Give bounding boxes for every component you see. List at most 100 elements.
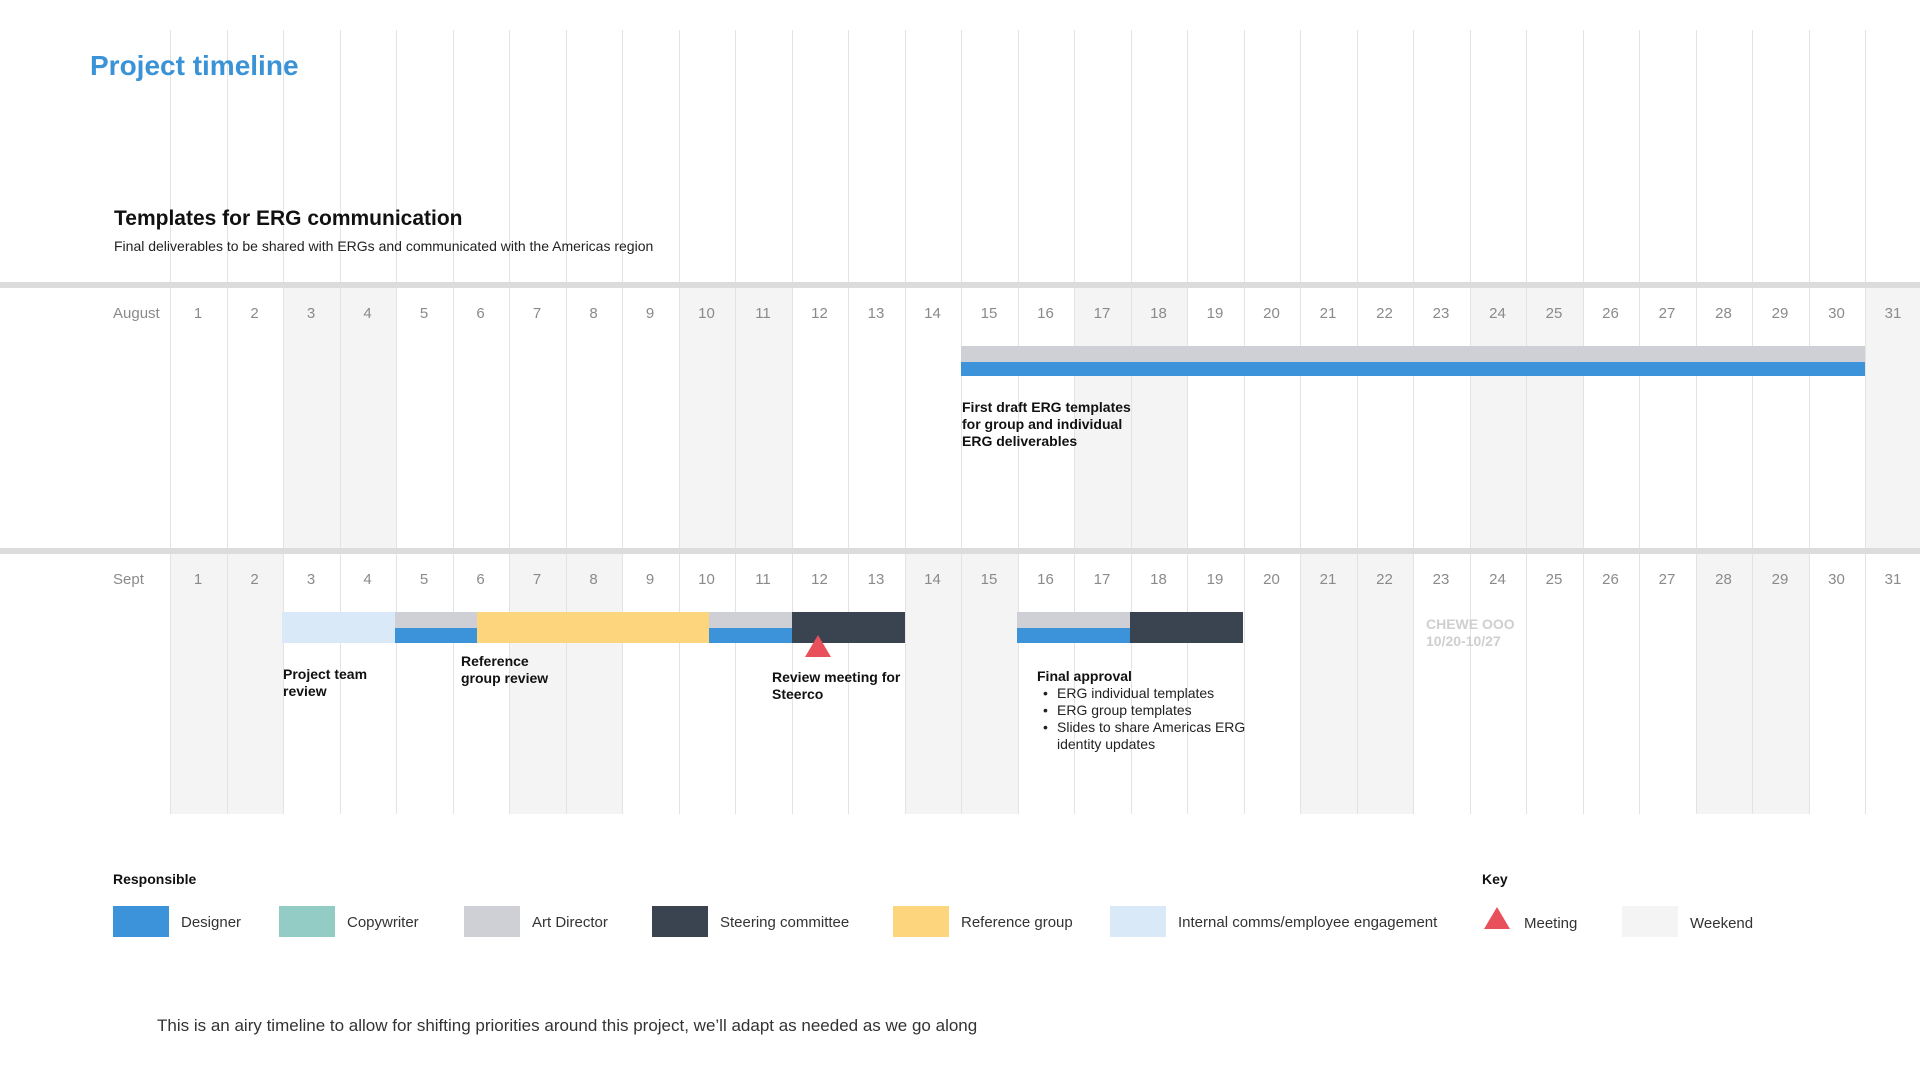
- meeting-key-icon: [1484, 907, 1510, 929]
- legend-copywriter: Copywriter: [347, 914, 419, 931]
- weekend-column: [1469, 283, 1526, 548]
- ooo-note: CHEWE OOO 10/20-10/27: [1426, 616, 1515, 650]
- day-number: 15: [980, 305, 998, 322]
- weekend-column: [904, 551, 961, 814]
- grid-line: [453, 30, 454, 814]
- day-number: 21: [1319, 571, 1337, 588]
- day-number: 31: [1884, 571, 1902, 588]
- day-number: 28: [1715, 305, 1732, 322]
- grid-line: [509, 30, 510, 814]
- day-number: 26: [1602, 305, 1619, 322]
- day-number: 1: [193, 305, 203, 322]
- designer-bar-aug: [961, 362, 1865, 376]
- day-number: 20: [1263, 305, 1280, 322]
- art-director-bar-2: [709, 612, 792, 628]
- grid-line: [1583, 30, 1584, 814]
- day-number: 14: [924, 571, 941, 588]
- list-item: ERG group templates: [1043, 702, 1277, 719]
- day-number: 23: [1432, 305, 1450, 322]
- weekend-column: [1356, 551, 1413, 814]
- day-number: 2: [250, 571, 259, 588]
- grid-line: [1074, 30, 1075, 814]
- grid-line: [1357, 30, 1358, 814]
- legend-art-director: Art Director: [532, 914, 608, 931]
- grid-line: [848, 30, 849, 814]
- day-number: 17: [1093, 305, 1111, 322]
- copywriter-swatch: [279, 906, 335, 937]
- day-number: 7: [532, 305, 542, 322]
- weekend-column: [226, 551, 283, 814]
- day-number: 8: [589, 571, 598, 588]
- grid-line: [735, 30, 736, 814]
- grid-line: [1865, 30, 1866, 814]
- day-number: 6: [476, 571, 485, 588]
- day-number: 27: [1658, 571, 1676, 588]
- section-divider: [0, 548, 1920, 554]
- day-number: 22: [1376, 571, 1393, 588]
- task-label-project-team-review: Project team review: [283, 666, 368, 699]
- day-number: 13: [867, 571, 885, 588]
- ooo-note-dates: 10/20-10/27: [1426, 633, 1501, 649]
- list-item: Slides to share Americas ERG identity up…: [1043, 719, 1277, 753]
- day-number: 15: [980, 571, 998, 588]
- day-number: 20: [1263, 571, 1280, 588]
- day-number: 2: [250, 305, 259, 322]
- weekend-swatch: [1622, 906, 1678, 937]
- task-label-reference-group-review: Reference group review: [461, 653, 549, 686]
- weekend-column: [1300, 551, 1357, 814]
- internal-comms-swatch: [1110, 906, 1166, 937]
- grid-line: [396, 30, 397, 814]
- list-item: ERG individual templates: [1043, 685, 1277, 702]
- grid-line: [1131, 30, 1132, 814]
- weekend-column: [1526, 283, 1583, 548]
- day-number: 14: [924, 305, 941, 322]
- day-number: 17: [1093, 571, 1111, 588]
- art-director-bar-1: [395, 612, 477, 628]
- legend-internal-comms: Internal comms/employee engagement: [1178, 914, 1438, 931]
- day-number: 9: [645, 305, 655, 322]
- weekend-column: [283, 283, 340, 548]
- weekend-column: [565, 551, 622, 814]
- steering-committee-bar-2: [1130, 612, 1243, 643]
- grid-line: [792, 30, 793, 814]
- task-final-approval: Final approval ERG individual templates …: [1037, 668, 1277, 753]
- meeting-triangle-icon: [805, 635, 831, 657]
- task-label-final-approval: Final approval: [1037, 668, 1132, 684]
- grid-line: [1526, 30, 1527, 814]
- day-number: 3: [306, 305, 316, 322]
- grid-line: [1696, 30, 1697, 814]
- grid-line: [227, 30, 228, 814]
- grid-line: [1639, 30, 1640, 814]
- day-number: 26: [1602, 571, 1619, 588]
- day-number: 10: [698, 305, 715, 322]
- month-label-august: August: [113, 305, 160, 322]
- weekend-column: [1752, 551, 1809, 814]
- grid-line: [1018, 30, 1019, 814]
- day-number: 27: [1658, 305, 1676, 322]
- art-director-swatch: [464, 906, 520, 937]
- designer-bar-1: [395, 628, 477, 643]
- grid-line: [961, 30, 962, 814]
- grid-line: [1300, 30, 1301, 814]
- day-number: 8: [589, 305, 598, 322]
- day-number: 24: [1489, 305, 1506, 322]
- weekend-column: [339, 283, 396, 548]
- day-number: 21: [1319, 305, 1337, 322]
- day-number: 23: [1432, 571, 1450, 588]
- day-number: 30: [1828, 305, 1845, 322]
- day-number: 30: [1828, 571, 1845, 588]
- day-number: 6: [476, 305, 485, 322]
- legend-key-heading: Key: [1482, 871, 1508, 887]
- grid-line: [1244, 30, 1245, 814]
- weekend-column: [735, 283, 792, 548]
- footer-note: This is an airy timeline to allow for sh…: [157, 1016, 978, 1035]
- day-number: 9: [645, 571, 655, 588]
- day-number: 19: [1206, 571, 1224, 588]
- month-label-sept: Sept: [113, 571, 144, 588]
- reference-group-swatch: [893, 906, 949, 937]
- weekend-column: [678, 283, 735, 548]
- weekend-column: [1865, 283, 1920, 548]
- day-number: 4: [363, 305, 372, 322]
- weekend-column: [961, 551, 1018, 814]
